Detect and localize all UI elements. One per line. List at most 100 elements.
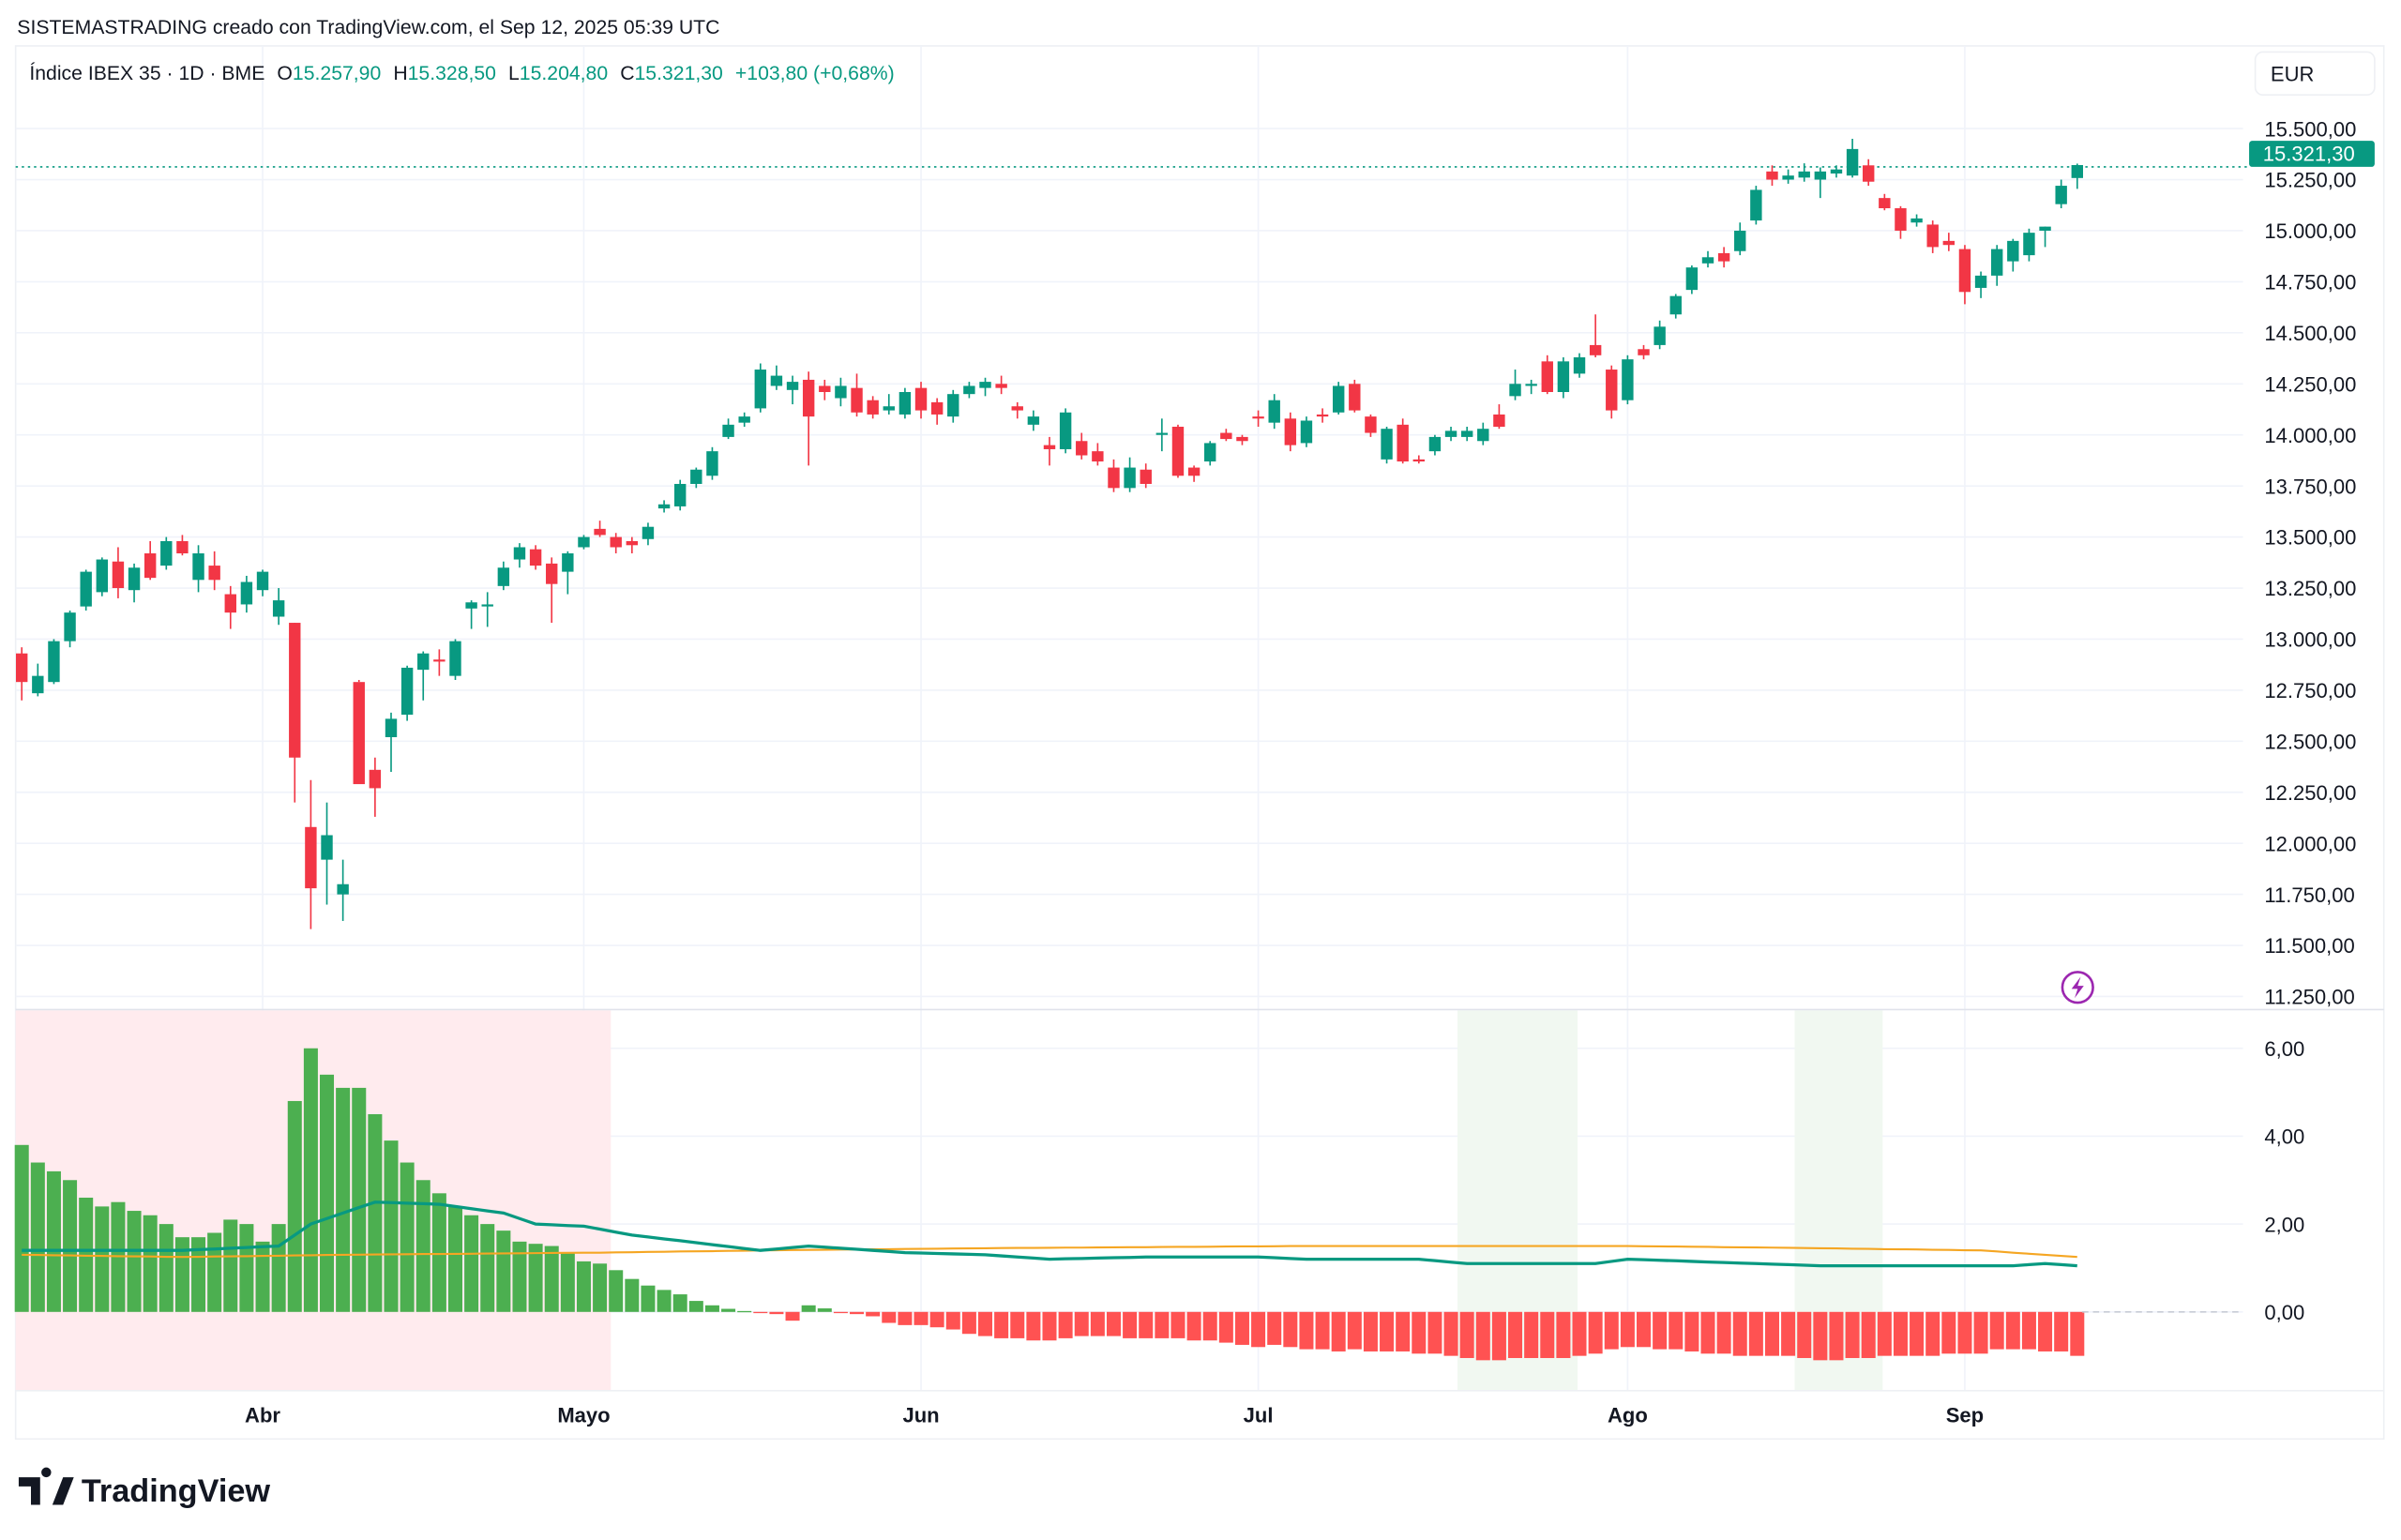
candle — [1685, 264, 1699, 294]
candle — [256, 569, 269, 596]
histogram-bar — [1202, 1311, 1217, 1341]
price-tick-label: 12.000,00 — [2264, 832, 2356, 855]
price-tick-label: 14.750,00 — [2264, 271, 2356, 294]
histogram-bar — [352, 1087, 367, 1312]
indicator-zones — [15, 1010, 1883, 1391]
candle-body — [128, 567, 141, 591]
candle — [819, 379, 831, 400]
candle — [1717, 247, 1730, 268]
histogram-bar — [1973, 1311, 1988, 1354]
histogram-bar — [672, 1294, 687, 1312]
candle-body — [1397, 424, 1409, 462]
candle — [2055, 179, 2067, 209]
candle — [96, 557, 109, 596]
candle — [513, 543, 526, 568]
histogram-bar — [2070, 1311, 2085, 1356]
candle — [610, 533, 622, 554]
histogram-bar — [255, 1241, 270, 1312]
candle-body — [80, 571, 92, 607]
last-price-badge: 15.321,30 — [2249, 141, 2375, 167]
indicator-axis[interactable]: 6,00 4,00 2,00 0,00 — [2264, 1037, 2304, 1324]
open-label: O — [277, 63, 292, 84]
tradingview-logo[interactable]: TradingView — [18, 1467, 270, 1510]
histogram-bar — [30, 1162, 45, 1312]
price-tick-label: 13.250,00 — [2264, 577, 2356, 600]
candle-body — [1187, 467, 1200, 476]
histogram-bar — [1588, 1311, 1603, 1354]
candle — [337, 859, 349, 921]
candle — [1300, 416, 1313, 447]
candle-body — [1846, 148, 1859, 176]
candle-body — [1926, 224, 1939, 248]
candle-body — [1092, 451, 1104, 462]
lightning-bolt-icon[interactable] — [2061, 971, 2094, 1004]
candle-body — [819, 385, 831, 392]
candle — [786, 375, 799, 405]
histogram-bar — [207, 1232, 222, 1312]
time-tick-label: Mayo — [557, 1403, 610, 1427]
candle-body — [2007, 240, 2019, 262]
candle-body — [963, 385, 975, 395]
candle — [481, 592, 493, 627]
price-tick-label: 14.250,00 — [2264, 372, 2356, 396]
candle — [80, 569, 92, 611]
candle — [1092, 443, 1104, 466]
candle — [914, 382, 928, 419]
candle-body — [706, 451, 718, 476]
histogram-bar — [2038, 1311, 2053, 1351]
candle-body — [1974, 275, 1987, 288]
candle — [867, 396, 879, 419]
currency-button[interactable]: EUR — [2254, 51, 2376, 97]
candle — [1187, 465, 1200, 482]
candle-body — [1814, 171, 1827, 180]
candle — [2007, 238, 2019, 272]
histogram-bar — [1748, 1311, 1763, 1356]
candle-body — [337, 883, 349, 895]
candle — [1589, 314, 1602, 357]
candle-body — [32, 675, 44, 694]
candle — [690, 467, 702, 489]
candle — [176, 535, 189, 556]
candle — [1926, 220, 1939, 253]
histogram-bar — [833, 1311, 848, 1314]
candle-body — [1734, 230, 1746, 251]
price-tick-label: 11.500,00 — [2264, 934, 2354, 958]
open-value: 15.257,90 — [293, 63, 381, 84]
histogram-bar — [1443, 1311, 1458, 1356]
time-tick-label: Sep — [1946, 1403, 1984, 1427]
histogram-bar — [1363, 1311, 1378, 1351]
candle-body — [400, 667, 414, 716]
histogram-bar — [223, 1219, 238, 1312]
candle — [722, 418, 734, 440]
candle — [738, 412, 750, 428]
price-tick-label: 15.500,00 — [2264, 117, 2356, 141]
candle-body — [1493, 414, 1505, 428]
candle — [626, 536, 639, 554]
currency-label: EUR — [2271, 63, 2314, 86]
histogram-bar — [1218, 1311, 1233, 1343]
candle — [706, 446, 718, 480]
histogram-bar — [1459, 1311, 1474, 1358]
histogram-bar — [447, 1206, 462, 1312]
candle — [1638, 344, 1650, 360]
histogram-bar — [303, 1048, 318, 1312]
candle-body — [1525, 384, 1537, 386]
candle — [754, 363, 767, 413]
candle — [449, 639, 461, 681]
histogram-bar — [1475, 1311, 1490, 1361]
time-axis[interactable]: Abr Mayo Jun Jul Ago Sep — [245, 1403, 1984, 1427]
candle-body — [240, 581, 253, 605]
price-axis[interactable]: 15.500,00 15.250,00 15.000,00 14.750,00 14.5… — [2264, 117, 2356, 1008]
histogram-bar — [850, 1311, 865, 1315]
histogram-bar — [95, 1206, 110, 1312]
candle — [1076, 432, 1088, 460]
candle-body — [2055, 186, 2067, 204]
candle — [305, 779, 317, 929]
candle-body — [1155, 432, 1169, 435]
histogram-bar — [464, 1215, 479, 1312]
candle-body — [481, 604, 493, 607]
candle — [289, 623, 301, 803]
candle — [1701, 250, 1714, 268]
candle-body — [1863, 165, 1875, 182]
